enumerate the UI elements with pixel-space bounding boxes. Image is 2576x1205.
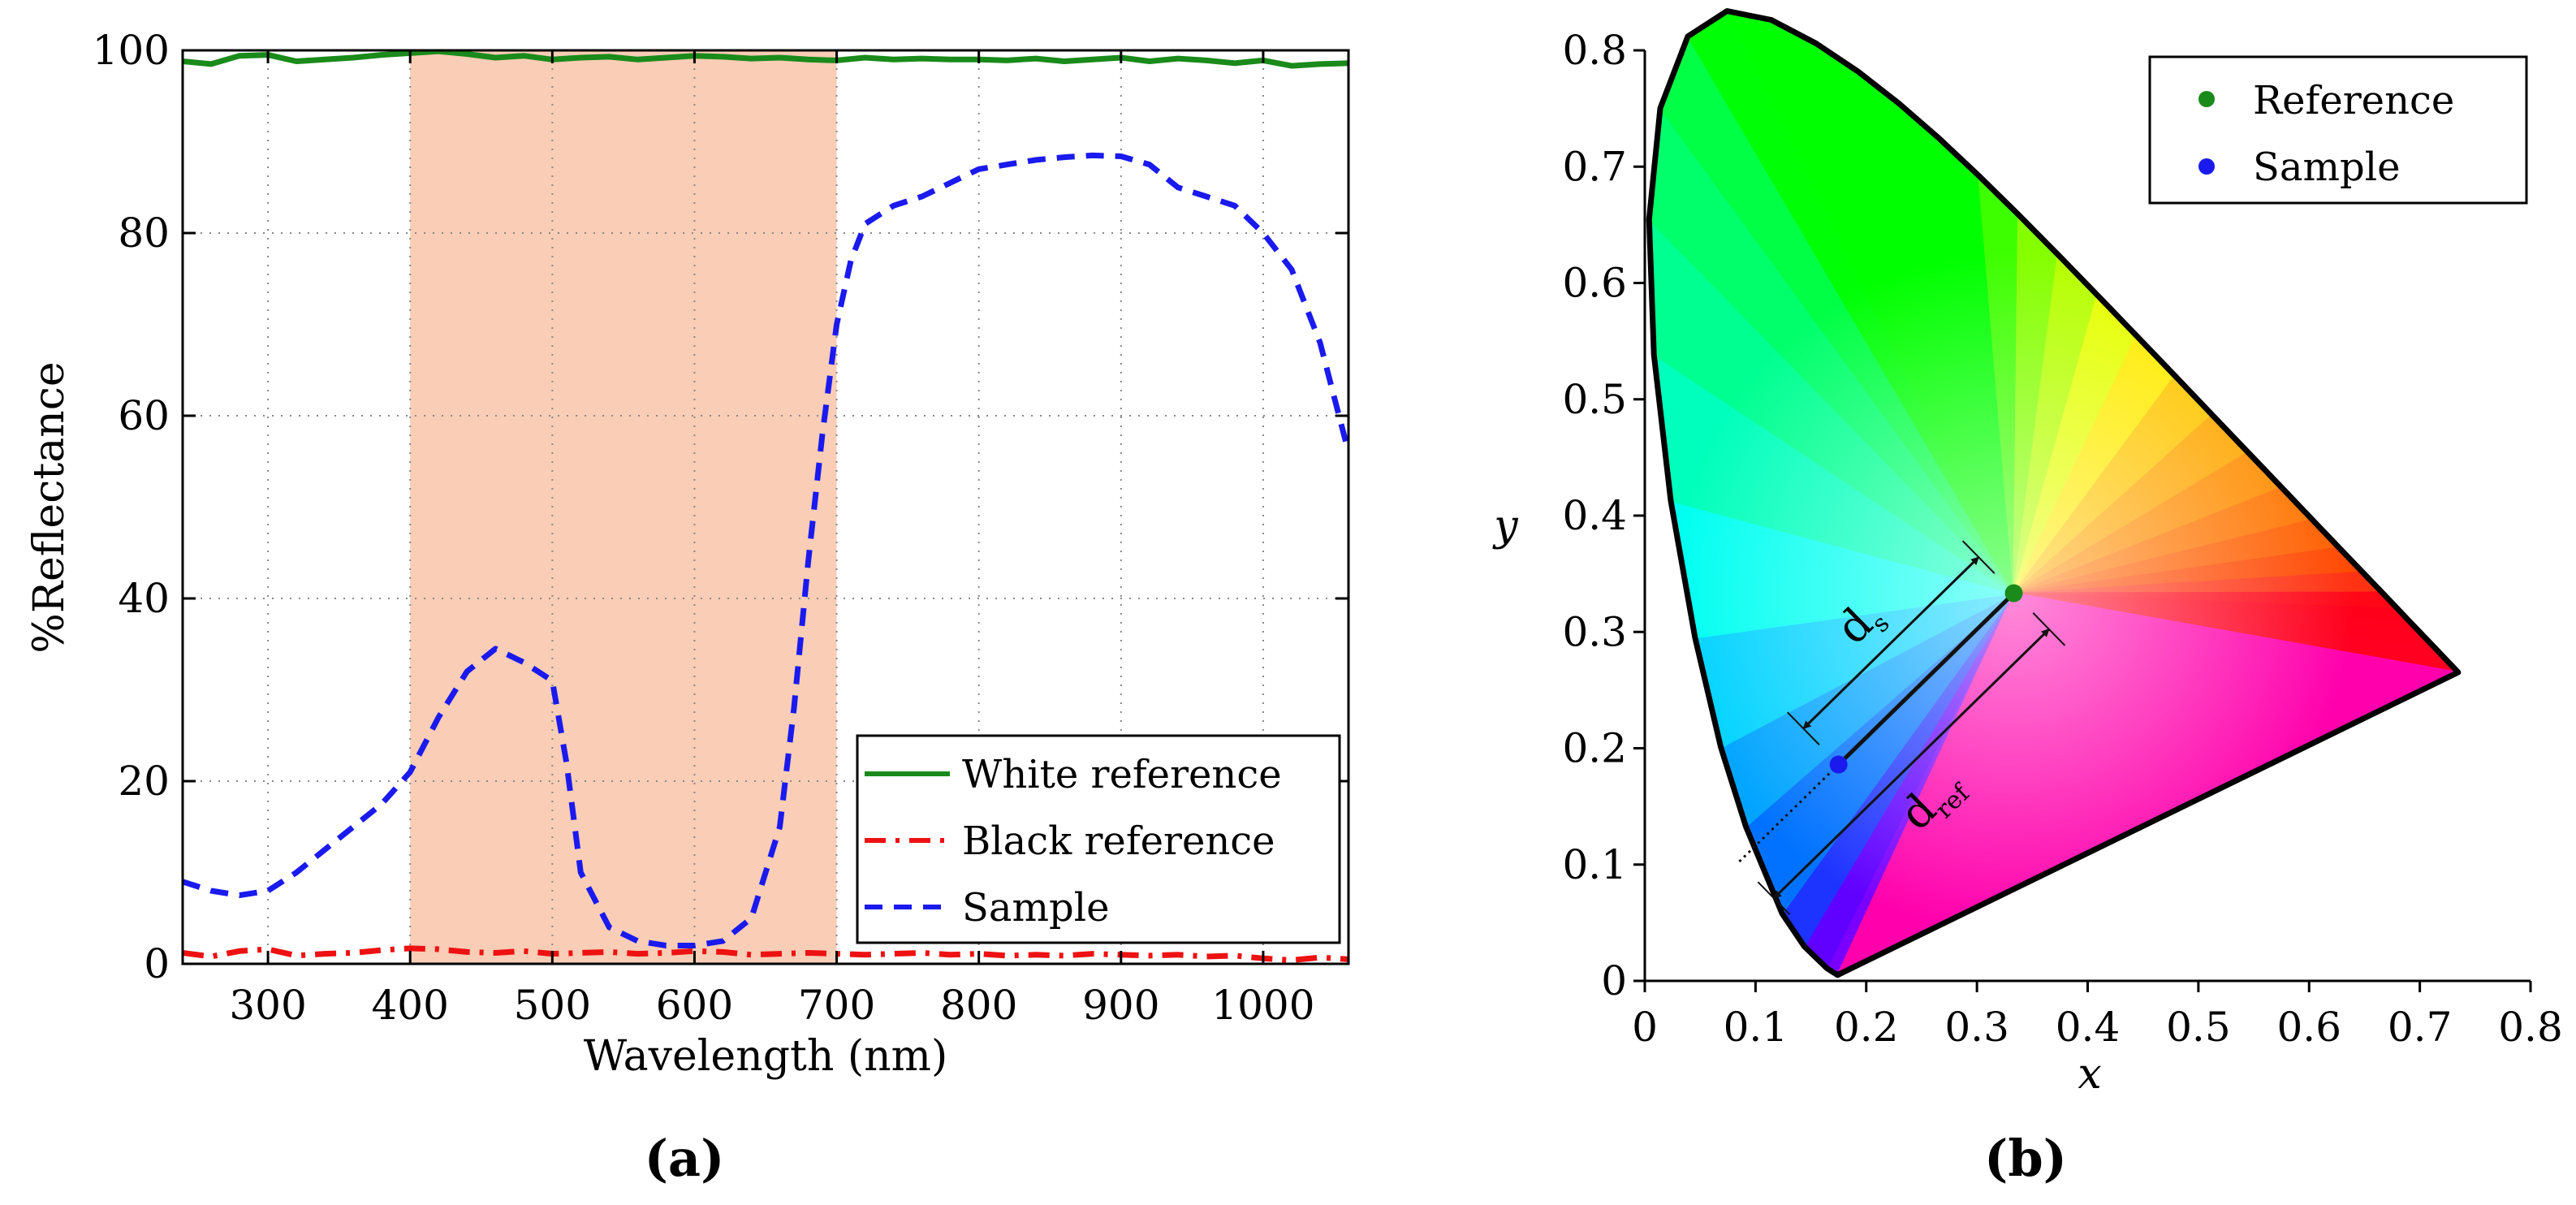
x-tick-label: 0.3 bbox=[1944, 1004, 2009, 1051]
panel-a-spectral-chart: 300 400 500 600 700 800 900 1000 0 20 40 60 80 100 Wa… bbox=[25, 27, 1350, 1188]
x-tick-label: 0.1 bbox=[1724, 1004, 1789, 1051]
panel-label-b: (b) bbox=[1984, 1129, 2067, 1188]
visible-band-shading bbox=[410, 50, 837, 964]
x-tick-label: 900 bbox=[1082, 982, 1159, 1029]
legend-marker-sample bbox=[2198, 158, 2215, 175]
x-tick-label: 0.4 bbox=[2056, 1004, 2121, 1051]
legend-marker-reference bbox=[2198, 91, 2215, 107]
axes: 0 0.1 0.2 0.3 0.4 0.5 0.6 0.7 0.8 0 0.1 0.2 0.3 0.4 0.… bbox=[1562, 27, 2562, 1051]
legend-label-white-reference: White reference bbox=[962, 752, 1282, 797]
x-tick-label: 0.5 bbox=[2166, 1004, 2231, 1051]
y-tick-label: 0.3 bbox=[1562, 608, 1627, 655]
axis-ticks: 300 400 500 600 700 800 900 1000 0 20 40 60 80 100 bbox=[93, 27, 1348, 1029]
y-axis-title: y bbox=[1492, 502, 1518, 551]
y-tick-label: 20 bbox=[118, 758, 170, 805]
y-tick-label: 0.7 bbox=[1562, 143, 1627, 190]
y-tick-label: 0.8 bbox=[1562, 27, 1627, 74]
point-sample bbox=[1829, 755, 1848, 774]
ds-arrow-right bbox=[1890, 556, 1980, 644]
y-tick-label: 0.5 bbox=[1562, 376, 1627, 423]
series-lines bbox=[183, 50, 1348, 963]
legend-label-reference: Reference bbox=[2253, 78, 2454, 123]
y-tick-label: 100 bbox=[93, 27, 170, 74]
ds-end-tick bbox=[1961, 540, 1996, 574]
y-tick-label: 0 bbox=[1601, 957, 1627, 1004]
x-axis-title: x bbox=[2078, 1050, 2101, 1099]
x-tick-label: 0 bbox=[1632, 1004, 1658, 1051]
legend-label-sample: Sample bbox=[962, 885, 1110, 931]
series-line-sample bbox=[183, 152, 1348, 948]
dref-arrow-left bbox=[1772, 762, 1913, 900]
dref-end-tick bbox=[2032, 612, 2066, 646]
plot-frame bbox=[181, 49, 1350, 965]
grid bbox=[183, 50, 1348, 965]
x-tick-label: 800 bbox=[940, 982, 1017, 1029]
x-axis-title: Wavelength (nm) bbox=[584, 1032, 948, 1081]
y-axis-title: %Reflectance bbox=[25, 361, 74, 653]
panel-b-chromaticity-diagram: 0 0.1 0.2 0.3 0.4 0.5 0.6 0.7 0.8 0 0.1 0.2 0.3 0.4 0.… bbox=[1492, 8, 2563, 1188]
x-tick-label: 500 bbox=[514, 982, 591, 1029]
chromaticity-gamut-outline bbox=[1646, 8, 2462, 978]
x-tick-label: 0.6 bbox=[2276, 1004, 2341, 1051]
panel-label-a: (a) bbox=[645, 1129, 725, 1188]
ds-end-tick bbox=[1787, 711, 1820, 745]
y-tick-label: 40 bbox=[118, 575, 170, 622]
x-tick-label: 0.7 bbox=[2388, 1004, 2453, 1051]
ds-arrow-left bbox=[1802, 641, 1892, 730]
point-reference bbox=[2004, 584, 2023, 602]
x-tick-label: 0.2 bbox=[1834, 1004, 1899, 1051]
x-tick-label: 700 bbox=[798, 982, 875, 1029]
x-tick-label: 0.8 bbox=[2498, 1004, 2563, 1051]
series-line-black-reference bbox=[183, 945, 1348, 963]
x-tick-label: 400 bbox=[371, 982, 448, 1029]
data-points bbox=[1829, 584, 2023, 774]
legend-box bbox=[2148, 55, 2528, 205]
y-tick-label: 0 bbox=[144, 940, 170, 987]
x-tick-label: 1000 bbox=[1211, 982, 1314, 1029]
dref-end-tick bbox=[1757, 881, 1791, 915]
legend: Reference Sample bbox=[2148, 55, 2528, 205]
y-tick-label: 80 bbox=[118, 209, 170, 257]
y-tick-label: 0.1 bbox=[1562, 841, 1627, 888]
legend-label-black-reference: Black reference bbox=[962, 818, 1275, 864]
x-tick-label: 300 bbox=[229, 982, 306, 1029]
reference-sample-connector bbox=[1836, 591, 2016, 767]
x-tick-label: 600 bbox=[656, 982, 733, 1029]
legend: White reference Black reference Sample bbox=[856, 734, 1341, 944]
legend-label-sample: Sample bbox=[2253, 145, 2401, 190]
series-line-white-reference bbox=[183, 50, 1348, 69]
y-tick-label: 60 bbox=[118, 392, 170, 439]
y-tick-label: 0.4 bbox=[1562, 492, 1627, 539]
dref-arrow-right bbox=[1910, 628, 2050, 765]
y-tick-label: 0.6 bbox=[1562, 260, 1627, 307]
y-tick-label: 0.2 bbox=[1562, 725, 1627, 772]
